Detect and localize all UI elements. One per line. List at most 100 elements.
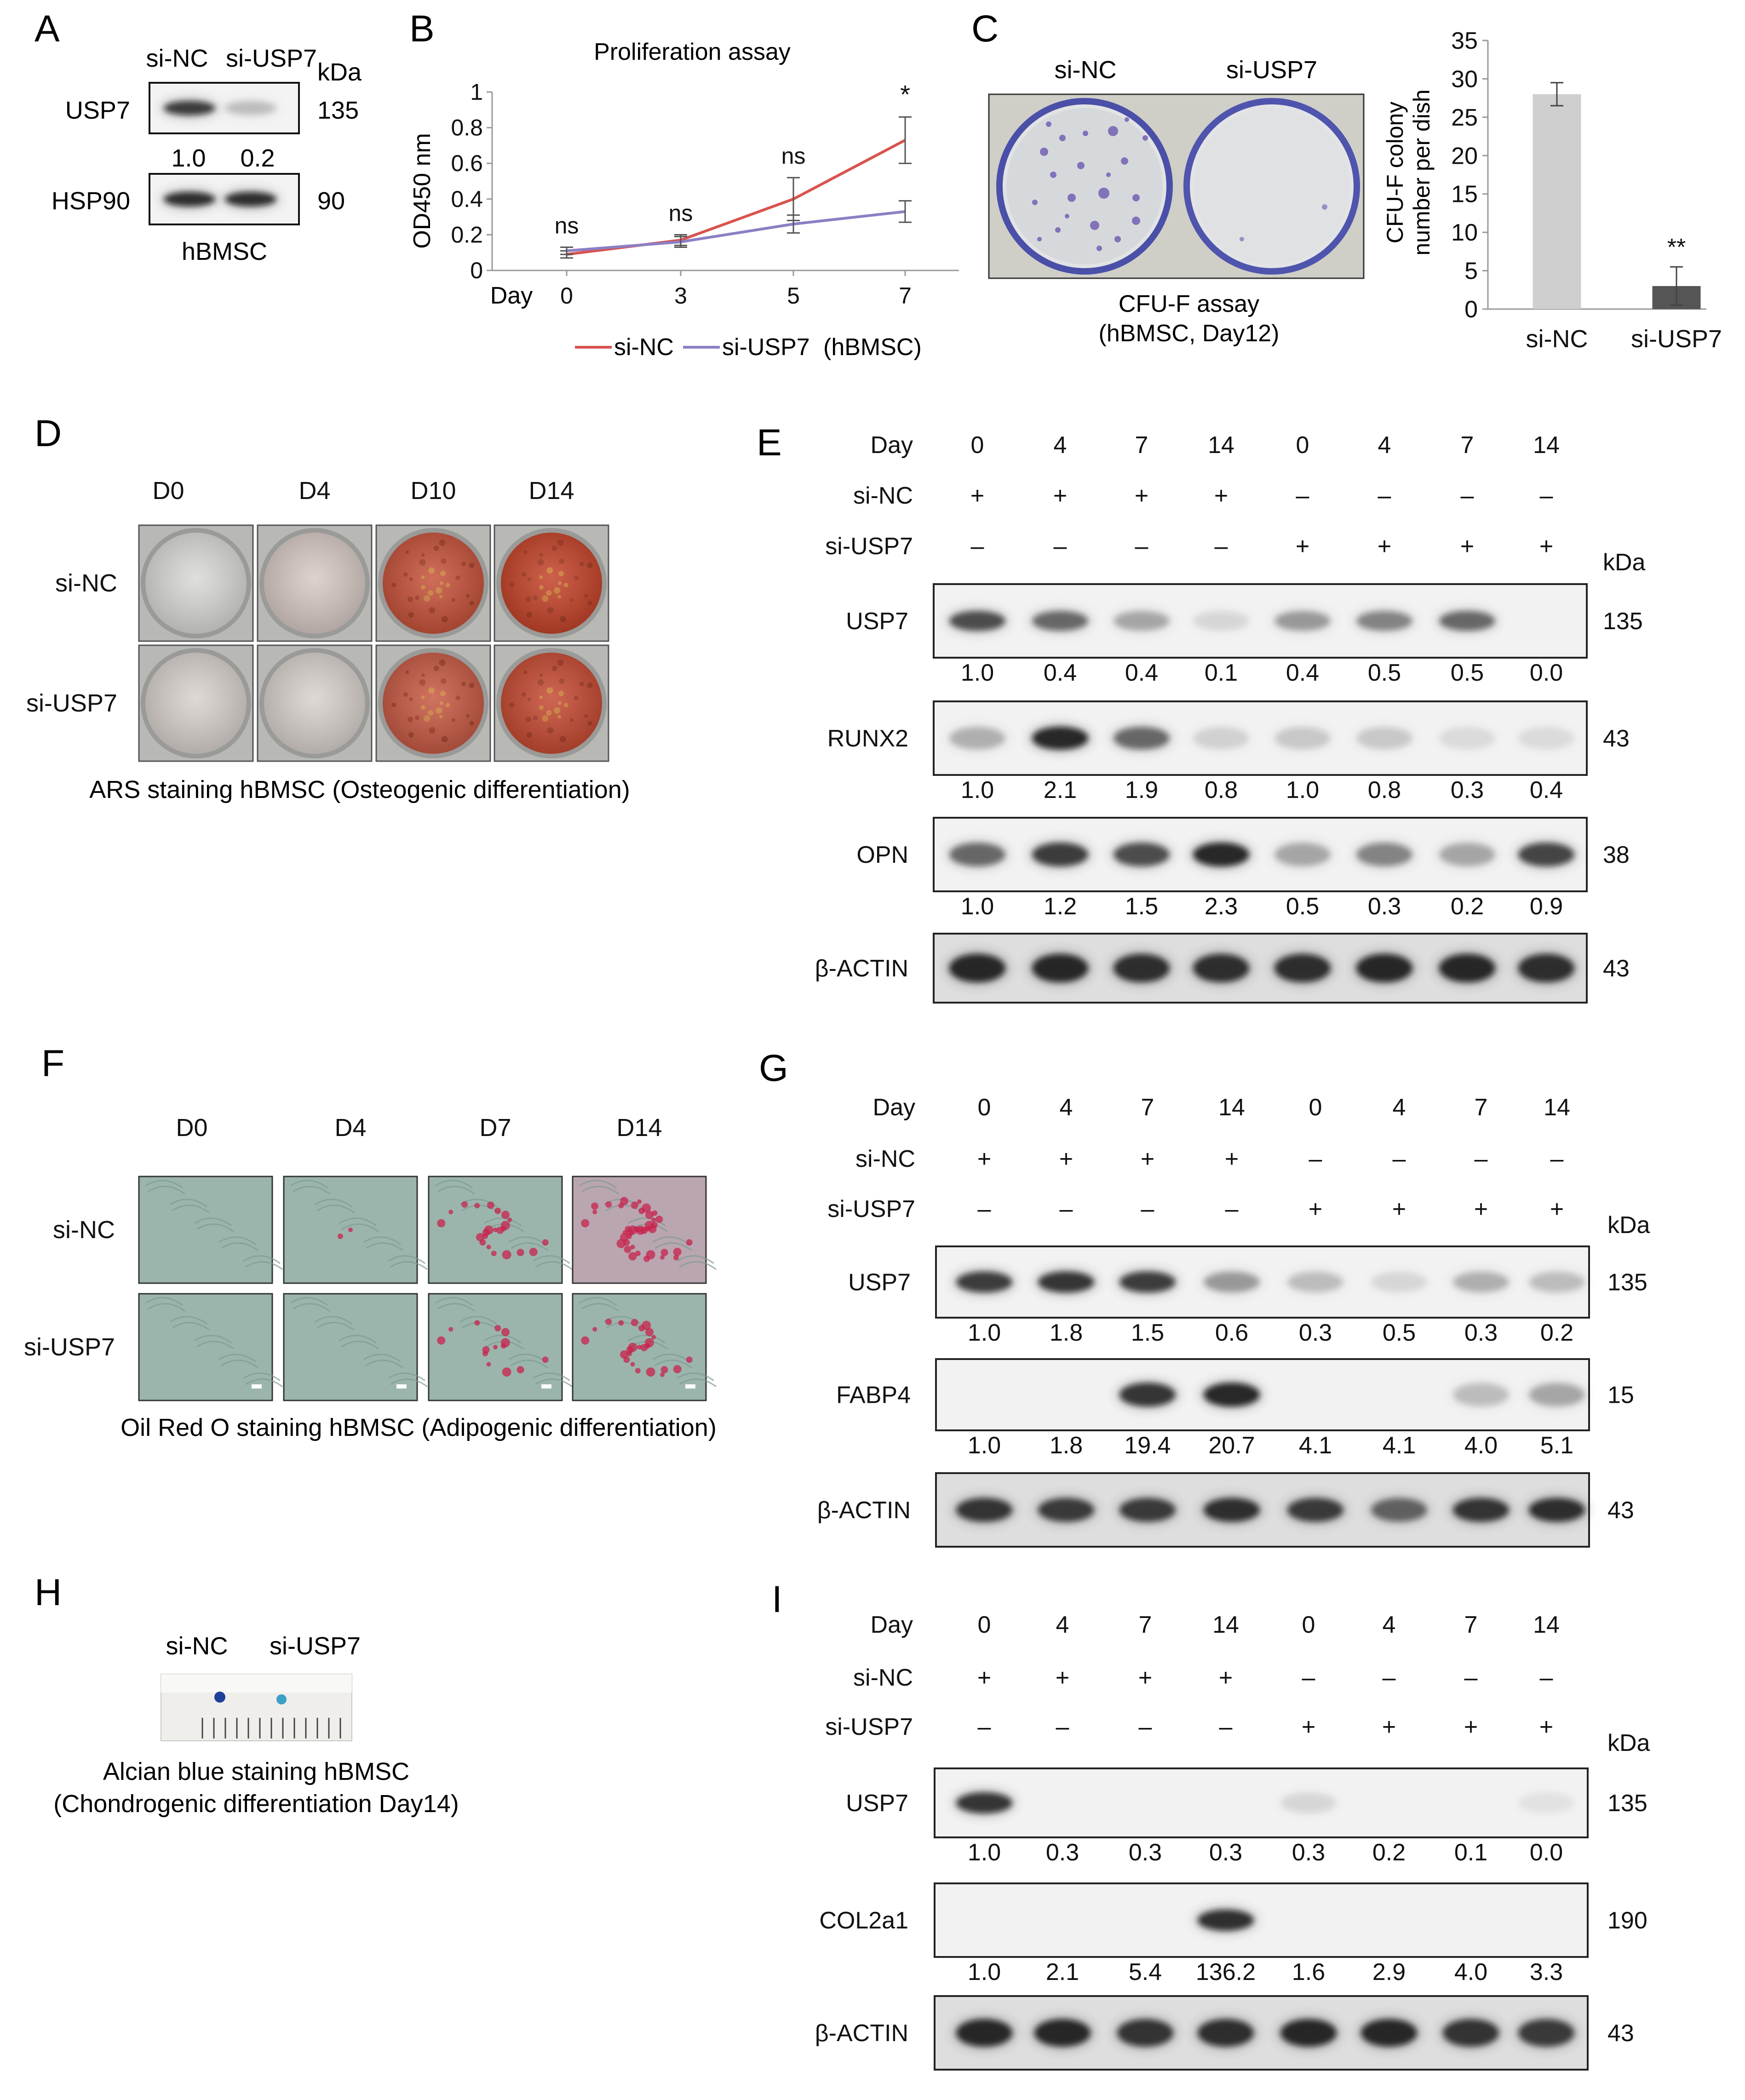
si-usp7-label: si-USP7 — [825, 533, 913, 560]
kda-label: kDa — [1607, 1730, 1650, 1756]
cell-outline — [508, 1354, 546, 1363]
lipid-droplet — [651, 1335, 656, 1340]
day-value: 0 — [1296, 432, 1309, 459]
band — [1200, 1496, 1263, 1524]
colony — [1240, 237, 1244, 241]
well-sheen — [383, 653, 484, 754]
lipid-droplet — [620, 1197, 629, 1205]
band-halo — [953, 1496, 1016, 1524]
kda-label: kDa — [317, 58, 362, 86]
band — [1281, 1793, 1336, 1813]
cell-outline — [315, 1199, 352, 1208]
protein-label: β-ACTIN — [815, 955, 908, 982]
si-usp7-sign: – — [1215, 533, 1228, 560]
colony — [1114, 236, 1121, 242]
quant-value: 1.0 — [968, 1320, 1001, 1346]
quant-value: 0.4 — [1286, 660, 1319, 686]
panel-caption: hBMSC — [182, 238, 267, 265]
protein-label: HSP90 — [52, 187, 130, 215]
colony — [1098, 188, 1109, 199]
cell-outline — [363, 1236, 401, 1245]
error-bar — [560, 247, 573, 255]
quant-value: 0.3 — [1451, 777, 1484, 803]
band-halo — [1035, 1496, 1097, 1524]
kda-value: 135 — [1607, 1790, 1647, 1817]
y-axis-label: number per dish — [1409, 89, 1435, 255]
lipid-droplet — [476, 1233, 484, 1242]
quant-value: 0.3 — [1368, 893, 1401, 920]
band-halo — [1190, 724, 1252, 752]
band — [1110, 840, 1173, 869]
panel-letter: H — [34, 1572, 62, 1613]
y-tick-label: 0.8 — [451, 115, 483, 141]
band — [1526, 1380, 1588, 1409]
lipid-droplet — [618, 1320, 624, 1326]
si-nc-sign: – — [1302, 1664, 1315, 1691]
si-usp7-sign: – — [978, 1714, 991, 1740]
lipid-droplet — [493, 1345, 498, 1349]
si-nc-sign: – — [1383, 1664, 1396, 1691]
colony — [1142, 135, 1148, 141]
cell-outline — [194, 1217, 232, 1227]
day-value: 14 — [1218, 1094, 1245, 1121]
well-sheen — [383, 533, 484, 634]
si-usp7-sign: + — [1302, 1714, 1315, 1740]
band-core — [1519, 727, 1574, 749]
lipid-droplet — [660, 1249, 668, 1257]
panel-g: G Day si-NC si-USP7 0 4 7 14 0 4 7 14 + + + + – – – – – – – – +… — [759, 1047, 1650, 1548]
lipid-droplet — [501, 1328, 510, 1337]
cell-outline — [535, 1378, 573, 1388]
y-tick-label: 0 — [470, 258, 483, 283]
cell-outline — [459, 1316, 497, 1325]
si-usp7-sign: + — [1460, 533, 1474, 560]
well-sheen — [145, 653, 247, 754]
band — [1436, 952, 1498, 985]
cell-outline — [145, 1180, 183, 1189]
panel-caption: Oil Red O staining hBMSC (Adipogenic dif… — [121, 1414, 717, 1441]
lipid-droplet — [631, 1319, 638, 1326]
quant-value: 3.3 — [1530, 1959, 1563, 1985]
quant-value: 0.5 — [1383, 1320, 1416, 1346]
quant-value: 1.6 — [1292, 1959, 1325, 1985]
cell-outline — [533, 1255, 570, 1264]
significance-label: ns — [781, 143, 806, 169]
lipid-droplet — [581, 1219, 590, 1228]
day-value: 14 — [1533, 432, 1560, 459]
pellet-si-usp7 — [276, 1694, 287, 1704]
x-tick-label: 0 — [560, 283, 573, 309]
y-tick-label: 25 — [1451, 104, 1478, 131]
bar-si-NC — [1533, 94, 1581, 310]
si-usp7-sign: – — [1060, 1196, 1073, 1222]
protein-label: OPN — [856, 842, 908, 868]
panel-letter: G — [759, 1047, 788, 1089]
kda-value: 135 — [317, 97, 359, 124]
band-halo — [1436, 952, 1498, 985]
blot-header: Day si-NC si-USP7 0 4 7 14 0 4 7 14 + + + + – – – – – – – – + + +… — [825, 432, 1645, 576]
band — [1029, 724, 1091, 752]
lipid-droplet — [660, 1366, 668, 1374]
lipid-droplet — [486, 1245, 491, 1250]
well-d0-1 — [138, 644, 254, 762]
lipid-droplet — [625, 1226, 631, 1233]
lipid-droplet — [630, 1245, 635, 1250]
colony — [1065, 214, 1069, 218]
col-label: D7 — [479, 1114, 511, 1142]
band — [1116, 1269, 1179, 1295]
col-label: D14 — [528, 477, 574, 505]
band — [1519, 727, 1574, 749]
protein-label: USP7 — [846, 608, 908, 635]
band-halo — [1284, 1269, 1347, 1295]
band-halo — [1450, 1269, 1512, 1295]
band-halo — [1114, 2017, 1177, 2049]
lipid-droplet — [461, 1201, 468, 1208]
quant-value: 1.2 — [1044, 893, 1077, 920]
photo-caption: CFU-F assay — [1119, 291, 1259, 317]
lipid-droplet — [630, 1362, 635, 1367]
quant-value: 1.0 — [961, 893, 994, 920]
si-usp7-sign: – — [1056, 1714, 1069, 1740]
cell-outline — [581, 1303, 619, 1312]
lipid-droplet — [502, 1367, 511, 1377]
si-usp7-sign: – — [1141, 1196, 1154, 1222]
significance-label: ns — [669, 200, 693, 226]
band — [1200, 1380, 1263, 1409]
